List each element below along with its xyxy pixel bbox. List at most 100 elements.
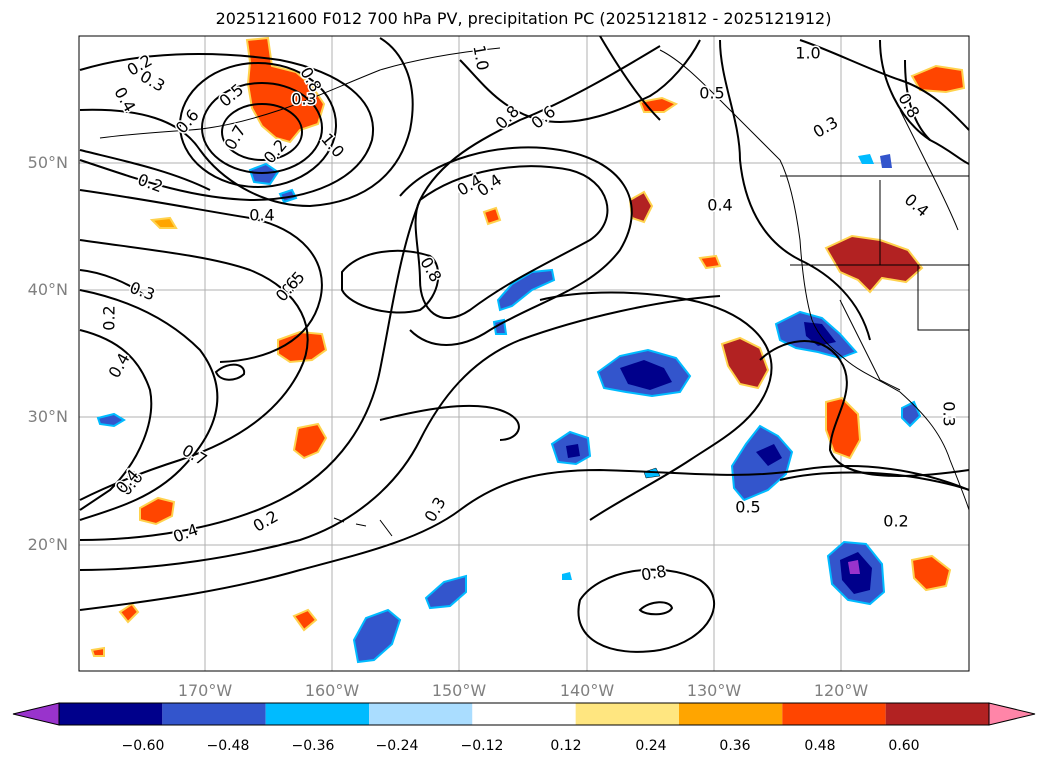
contour-label: 0.3: [291, 90, 316, 109]
colorbar-tick: −0.24: [375, 738, 419, 754]
lat-label: 20°N: [27, 535, 68, 554]
contour-line: [214, 363, 246, 381]
contour-label: 1.0: [795, 44, 820, 63]
precip-blob: [424, 574, 467, 610]
figure-title: 2025121600 F012 700 hPa PV, precipitatio…: [215, 9, 832, 28]
contour-line: [79, 239, 309, 501]
lat-label: 30°N: [27, 407, 68, 426]
border: [917, 265, 969, 331]
contour-label: 0.3: [940, 401, 959, 426]
precip-blob: [278, 188, 298, 204]
contour-line: [79, 189, 323, 363]
lon-label: 150°W: [431, 681, 487, 700]
contour-label: 0.5: [735, 498, 760, 517]
colorbar-segment: [575, 703, 679, 725]
contour-line: [79, 295, 721, 571]
colorbar-segment: [885, 703, 989, 725]
precip-blob: [292, 608, 318, 632]
contour-line: [79, 53, 375, 202]
lat-label: 50°N: [27, 153, 68, 172]
contour-line: [414, 165, 609, 320]
precip-blob: [482, 206, 502, 226]
colorbar-segment: [472, 703, 576, 725]
precip-blob: [880, 154, 892, 168]
contour-line: [539, 291, 773, 521]
gridlines: [79, 36, 969, 671]
lon-label: 160°W: [304, 681, 360, 700]
colorbar-segment: [782, 703, 886, 725]
contour-line: [904, 59, 931, 141]
contour-line: [79, 37, 414, 208]
colorbar-segment: [265, 703, 369, 725]
colorbar-segment: [369, 703, 473, 725]
precip-blob: [620, 360, 672, 390]
colorbar-extend-min: [12, 702, 60, 726]
contour-label: 0.2: [883, 512, 908, 531]
lat-label: 40°N: [27, 280, 68, 299]
colorbar-segment: [59, 703, 163, 725]
precip-blob: [96, 412, 126, 428]
contour-line: [79, 329, 153, 511]
precip-positive-areas: [90, 36, 966, 657]
precip-blob: [910, 64, 966, 94]
contour-line: [221, 103, 303, 161]
precip-blob: [698, 254, 722, 270]
contour-line: [719, 39, 871, 341]
precip-blob: [496, 268, 556, 312]
contour-label: 1.0: [469, 44, 492, 72]
border: [839, 299, 901, 391]
precip-blob: [720, 336, 770, 390]
precip-blob: [277, 330, 328, 364]
precip-blob: [90, 646, 105, 657]
colorbar: [12, 702, 1036, 726]
precip-blob: [566, 444, 580, 458]
contour-label: 0.4: [249, 206, 274, 225]
colorbar-tick: 0.36: [719, 738, 751, 754]
contour-line: [399, 146, 633, 346]
colorbar-segment: [162, 703, 266, 725]
colorbar-tick: −0.36: [291, 738, 335, 754]
precip-blob: [248, 162, 280, 186]
contour-line: [459, 39, 701, 123]
colorbar-tick: 0.24: [635, 738, 667, 754]
contour-line: [201, 82, 323, 174]
contour-line: [638, 601, 674, 616]
coastline: [99, 47, 501, 139]
contour-label: 0.2: [100, 305, 119, 330]
colorbar-tick: −0.12: [460, 738, 504, 754]
lon-label: 140°W: [559, 681, 615, 700]
precip-blob: [292, 422, 328, 460]
contour-line: [341, 249, 440, 314]
contour-line: [79, 45, 661, 541]
colorbar-outline: [58, 702, 990, 726]
contour-label: 0.4: [707, 196, 732, 215]
contour-label: 0.5: [699, 84, 724, 103]
contour-label: 0.8: [640, 561, 668, 584]
contour-line: [79, 465, 970, 611]
coastlines: [99, 47, 970, 537]
precip-blob: [824, 234, 924, 294]
colorbar-tick: −0.60: [121, 738, 165, 754]
precip-blob: [139, 496, 176, 526]
contour-line: [179, 62, 337, 188]
contour-line: [799, 39, 970, 131]
colorbar-tick: −0.48: [206, 738, 250, 754]
contour-line: [759, 340, 970, 477]
precip-blob: [730, 424, 794, 502]
precip-blob: [910, 554, 952, 592]
lon-label: 130°W: [686, 681, 742, 700]
precip-negative-areas: [96, 154, 922, 664]
island: [333, 517, 393, 537]
contour-line: [379, 404, 520, 441]
plot-frame: [78, 35, 970, 672]
colorbar-extend-max: [988, 702, 1036, 726]
precip-blob: [118, 602, 140, 624]
lon-label: 120°W: [813, 681, 869, 700]
precip-blob: [562, 572, 572, 580]
precip-blob: [756, 444, 782, 466]
colorbar-tick: 0.12: [550, 738, 582, 754]
contour-line: [79, 269, 151, 301]
lon-label: 170°W: [177, 681, 233, 700]
coastline: [899, 109, 959, 231]
